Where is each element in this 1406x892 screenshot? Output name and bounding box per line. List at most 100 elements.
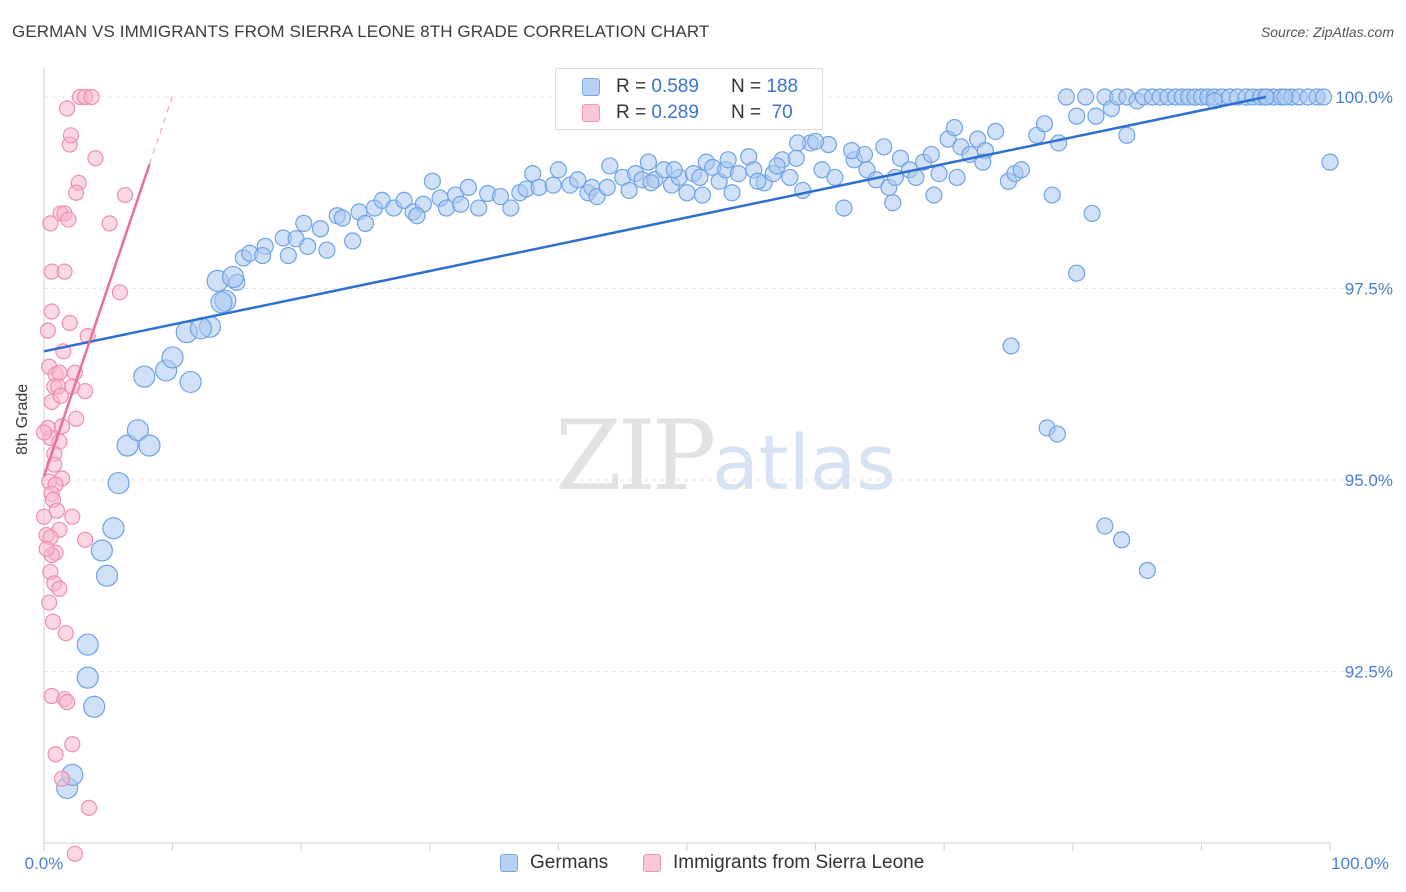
data-point: [491, 187, 510, 206]
data-point: [530, 178, 548, 196]
data-point: [1087, 107, 1105, 125]
trend-lines: [42, 95, 1266, 477]
data-point: [408, 207, 426, 225]
data-point: [344, 232, 362, 250]
data-point: [925, 186, 943, 204]
data-point: [974, 153, 992, 171]
data-point: [1068, 264, 1086, 282]
data-point: [1077, 88, 1095, 106]
data-point: [111, 284, 128, 301]
data-point: [80, 799, 98, 816]
data-point: [665, 161, 683, 179]
data-point: [1113, 531, 1131, 549]
data-point: [601, 157, 619, 175]
legend-item-germans: Germans: [500, 852, 608, 874]
tick-labels: 92.5% 95.0% 97.5% 100.0% 0.0% 100.0%: [25, 88, 1393, 873]
legend-n-label: N =: [730, 102, 762, 123]
data-point: [459, 178, 477, 196]
legend-r-label: R =: [616, 102, 647, 123]
legend-r-value: 0.589: [651, 76, 699, 97]
data-point: [52, 387, 69, 404]
data-point: [66, 845, 83, 862]
data-point: [62, 127, 80, 144]
data-point: [102, 517, 125, 540]
data-point: [333, 209, 351, 227]
data-point: [639, 153, 658, 171]
data-point: [1096, 517, 1114, 535]
data-point: [47, 746, 64, 763]
series-germans: [56, 88, 1339, 800]
data-point: [179, 370, 202, 394]
data-point: [875, 138, 893, 156]
data-point: [161, 346, 184, 369]
data-point: [60, 211, 77, 228]
source-credit: Source: ZipAtlas.com: [1260, 24, 1394, 40]
watermark: ZIPatlas: [555, 400, 896, 512]
y-axis-label: 8th Grade: [14, 383, 31, 455]
data-point: [395, 191, 413, 210]
data-point: [423, 172, 441, 190]
data-point: [87, 150, 104, 167]
data-point: [1035, 115, 1054, 133]
series-legend: Germans Immigrants from Sierra Leone: [0, 852, 1406, 876]
data-point: [53, 770, 71, 787]
data-point: [133, 365, 156, 388]
legend-r-label: R =: [616, 76, 647, 97]
data-point: [221, 265, 245, 289]
data-point: [598, 178, 616, 196]
data-point: [1321, 153, 1339, 171]
x-tick-label-min: 0.0%: [25, 854, 64, 873]
data-point: [299, 237, 317, 255]
data-point: [64, 736, 81, 753]
data-point: [51, 580, 68, 597]
data-point: [678, 184, 696, 202]
data-point: [90, 539, 113, 562]
data-point: [794, 181, 812, 200]
data-point: [254, 246, 272, 265]
x-tick-label-max: 100.0%: [1331, 854, 1389, 873]
trend-line-germans: [43, 95, 1266, 353]
data-point: [44, 613, 62, 630]
data-point: [806, 132, 825, 151]
data-point: [68, 410, 85, 427]
data-point: [781, 168, 799, 187]
y-tick-label: 100.0%: [1335, 88, 1393, 107]
series-sierra-leone: [35, 88, 134, 862]
y-tick-label: 92.5%: [1345, 663, 1393, 682]
data-point: [1314, 88, 1333, 106]
data-point: [1048, 425, 1066, 443]
data-point: [1083, 204, 1101, 223]
trend-extension-sierra-leone: [148, 96, 173, 165]
data-point: [311, 220, 330, 238]
data-point: [470, 199, 488, 217]
y-tick-label: 97.5%: [1345, 280, 1393, 299]
data-point: [116, 186, 134, 204]
data-point: [42, 215, 59, 232]
data-point: [544, 176, 562, 194]
data-point: [922, 145, 940, 164]
data-point: [1050, 134, 1068, 152]
data-point: [749, 172, 767, 190]
data-point: [61, 314, 78, 332]
data-point: [39, 322, 56, 339]
data-point: [116, 434, 139, 457]
data-point: [76, 666, 99, 689]
data-point: [41, 594, 58, 611]
data-point: [57, 625, 74, 642]
axes: [43, 68, 1331, 851]
data-point: [64, 508, 81, 525]
data-point: [95, 564, 119, 587]
data-point: [891, 149, 910, 167]
data-point: [524, 165, 542, 183]
chart-title: GERMAN VS IMMIGRANTS FROM SIERRA LEONE 8…: [12, 22, 710, 41]
data-point: [43, 303, 60, 320]
data-point: [1068, 107, 1086, 125]
data-point: [1057, 88, 1075, 106]
data-point: [56, 263, 73, 280]
data-point: [452, 195, 470, 213]
data-point: [788, 134, 807, 152]
data-point: [35, 424, 53, 441]
data-point: [1012, 161, 1030, 179]
data-point: [642, 174, 660, 192]
